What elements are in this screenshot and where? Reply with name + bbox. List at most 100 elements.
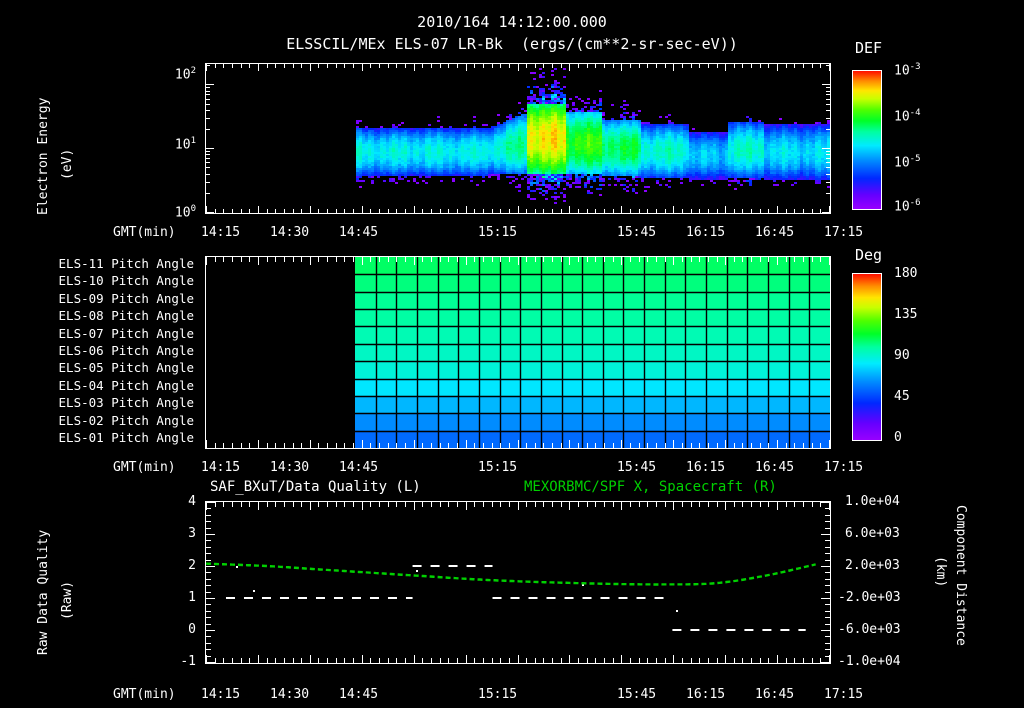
def-tick-3-mantissa: 10	[894, 199, 910, 215]
pitch-row-label-1: ELS-10 Pitch Angle	[58, 273, 194, 289]
pitch-row-label-0: ELS-11 Pitch Angle	[58, 256, 194, 271]
quality-xtick-6: 16:45	[755, 687, 795, 702]
quality-ytick-left-1: 3	[188, 526, 196, 541]
deg-colorbar-tick-3: 45	[894, 389, 910, 404]
spectrogram-xtick-5: 16:15	[686, 225, 726, 240]
pitch-xtick-5: 16:15	[686, 460, 726, 475]
quality-ytick-right-2: 2.0e+03	[845, 558, 900, 573]
quality-ylabel-left-text: Raw Data Quality	[36, 529, 51, 655]
quality-plot-image	[206, 502, 830, 663]
quality-ylabel-right-text: Component Distance	[953, 505, 968, 646]
spectrogram-ytick-2-exp: 0	[190, 204, 196, 214]
pitch-xtick-3: 15:15	[478, 460, 518, 475]
quality-title-left: SAF_BXuT/Data Quality (L)	[210, 479, 421, 495]
spectrogram-xtick-4: 15:45	[617, 225, 657, 240]
quality-xtick-3: 15:15	[478, 687, 518, 702]
page-title: 2010/164 14:12:00.000	[417, 13, 607, 31]
pitch-row-label-8: ELS-03 Pitch Angle	[58, 395, 194, 411]
quality-xtick-5: 16:15	[686, 687, 726, 702]
def-tick-3-exp: -6	[909, 198, 921, 208]
pitch-row-label-4: ELS-07 Pitch Angle	[58, 325, 194, 341]
pitch-xtick-4: 15:45	[617, 460, 657, 475]
deg-colorbar	[852, 273, 882, 441]
def-tick-1-exp: -4	[909, 108, 921, 118]
spectrogram-plot-area[interactable]	[205, 63, 831, 214]
spectrogram-ylabel-units: (eV)	[60, 149, 91, 195]
pitch-xaxis-label: GMT(min)	[113, 460, 176, 475]
pitch-row-label-10: ELS-01 Pitch Angle	[58, 429, 194, 445]
pitch-xtick-7: 17:15	[824, 460, 864, 475]
quality-ytick-right-3: -2.0e+03	[838, 590, 901, 605]
quality-ylabel-left: Raw Data Quality	[36, 530, 161, 670]
deg-colorbar-tick-0: 180	[894, 266, 918, 281]
def-colorbar-tick-2: 10-5	[894, 154, 921, 170]
pitch-xtick-1: 14:30	[270, 460, 310, 475]
pitch-row-label-5: ELS-06 Pitch Angle	[58, 342, 194, 358]
def-tick-1-mantissa: 10	[894, 109, 910, 125]
deg-colorbar-gradient	[853, 274, 881, 440]
pitch-xtick-2: 14:45	[339, 460, 379, 475]
pitch-row-labels: ELS-11 Pitch Angle ELS-10 Pitch Angle EL…	[0, 255, 200, 446]
spectrogram-ytick-1: 101	[150, 136, 196, 152]
spectrogram-ytick-2: 100	[150, 204, 196, 220]
pitch-row-label-7: ELS-04 Pitch Angle	[58, 377, 194, 393]
deg-colorbar-tick-4: 0	[894, 430, 902, 445]
pitch-xtick-6: 16:45	[755, 460, 795, 475]
quality-ytick-right-5: -1.0e+04	[838, 654, 901, 669]
def-colorbar-tick-3: 10-6	[894, 198, 921, 214]
quality-ytick-right-1: 6.0e+03	[845, 526, 900, 541]
quality-ytick-left-2: 2	[188, 558, 196, 573]
quality-xaxis-label: GMT(min)	[113, 687, 176, 702]
quality-xtick-4: 15:45	[617, 687, 657, 702]
deg-colorbar-tick-1: 135	[894, 307, 918, 322]
quality-ylabel-left-units: (Raw)	[60, 581, 99, 635]
pitch-plot-area[interactable]	[205, 256, 831, 449]
spectrogram-xtick-3: 15:15	[478, 225, 518, 240]
spectrogram-ytick-0-exp: 2	[190, 66, 196, 76]
spectrogram-xtick-2: 14:45	[339, 225, 379, 240]
quality-plot-area[interactable]	[205, 501, 831, 664]
page-subtitle: ELSSCIL/MEx ELS-07 LR-Bk (ergs/(cm**2-sr…	[286, 35, 738, 53]
def-tick-2-exp: -5	[909, 154, 921, 164]
deg-colorbar-tick-2: 90	[894, 348, 910, 363]
def-tick-0-mantissa: 10	[894, 63, 910, 79]
spectrogram-ylabel-text: Electron Energy	[36, 97, 51, 215]
pitch-row-label-3: ELS-08 Pitch Angle	[58, 308, 194, 324]
quality-ylabel-left-units-text: (Raw)	[60, 580, 75, 620]
spectrogram-ylabel-units-text: (eV)	[60, 148, 75, 180]
spectrogram-ytick-0-mantissa: 10	[174, 67, 191, 83]
def-tick-0-exp: -3	[909, 62, 921, 72]
quality-ytick-left-0: 4	[188, 494, 196, 509]
pitch-row-label-6: ELS-05 Pitch Angle	[58, 360, 194, 376]
spectrogram-ytick-0: 102	[150, 66, 196, 82]
spectrogram-xtick-6: 16:45	[755, 225, 795, 240]
pitch-row-label-9: ELS-02 Pitch Angle	[58, 412, 194, 428]
deg-colorbar-title: Deg	[855, 246, 883, 264]
def-colorbar-tick-1: 10-4	[894, 108, 921, 124]
spectrogram-xtick-7: 17:15	[824, 225, 864, 240]
spectrogram-xaxis-label: GMT(min)	[113, 225, 176, 240]
pitch-angle-image	[206, 257, 830, 448]
spectrogram-ytick-1-mantissa: 10	[174, 137, 191, 153]
quality-ytick-right-0: 1.0e+04	[845, 494, 900, 509]
spectrogram-xtick-1: 14:30	[270, 225, 310, 240]
def-colorbar-gradient	[853, 71, 881, 209]
quality-ytick-left-3: 1	[188, 590, 196, 605]
quality-xtick-2: 14:45	[339, 687, 379, 702]
pitch-row-label-2: ELS-09 Pitch Angle	[58, 290, 194, 306]
quality-ytick-left-5: -1	[180, 654, 196, 669]
quality-ytick-right-4: -6.0e+03	[838, 622, 901, 637]
quality-xtick-7: 17:15	[824, 687, 864, 702]
quality-xtick-0: 14:15	[201, 687, 241, 702]
quality-title-right: MEXORBMC/SPF X, Spacecraft (R)	[524, 479, 777, 495]
spectrogram-image	[206, 64, 830, 213]
quality-ylabel-right-units: (km)	[933, 556, 979, 587]
spectrogram-ytick-2-mantissa: 10	[174, 205, 191, 221]
def-colorbar-tick-0: 10-3	[894, 62, 921, 78]
def-colorbar-title: DEF	[855, 39, 883, 57]
def-colorbar	[852, 70, 882, 210]
spectrogram-ytick-1-exp: 1	[190, 136, 196, 146]
quality-ylabel-right: Component Distance	[953, 505, 1024, 646]
quality-ylabel-right-units-text: (km)	[933, 556, 948, 588]
def-tick-2-mantissa: 10	[894, 155, 910, 171]
